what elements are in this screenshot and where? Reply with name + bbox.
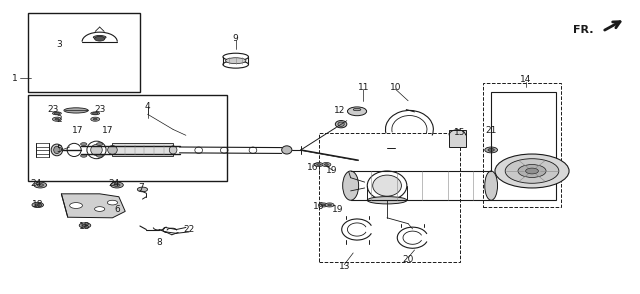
Circle shape: [314, 163, 323, 167]
Text: FR.: FR.: [573, 25, 593, 35]
Text: 1: 1: [12, 74, 18, 83]
Circle shape: [328, 204, 332, 206]
Text: 24: 24: [30, 179, 42, 188]
Bar: [113, 143, 173, 156]
Text: 17: 17: [102, 126, 114, 135]
Ellipse shape: [353, 108, 361, 111]
Ellipse shape: [91, 112, 100, 115]
Circle shape: [348, 107, 367, 116]
Circle shape: [325, 203, 334, 207]
Circle shape: [91, 117, 100, 121]
Text: 17: 17: [72, 126, 83, 135]
Circle shape: [34, 182, 47, 188]
Bar: [483, 83, 561, 207]
Ellipse shape: [225, 58, 246, 64]
Bar: [319, 133, 461, 262]
Ellipse shape: [484, 171, 497, 200]
Bar: [28, 95, 227, 181]
Circle shape: [93, 112, 98, 115]
Circle shape: [97, 154, 103, 157]
Text: 2: 2: [56, 115, 62, 124]
Text: 18: 18: [79, 222, 91, 231]
Ellipse shape: [372, 175, 401, 196]
Text: 23: 23: [94, 105, 106, 114]
Text: 16: 16: [313, 203, 324, 211]
Text: 16: 16: [307, 163, 318, 172]
Circle shape: [319, 203, 328, 207]
Circle shape: [83, 224, 88, 227]
Circle shape: [488, 148, 494, 151]
Circle shape: [54, 112, 60, 115]
Text: 23: 23: [47, 105, 59, 114]
Circle shape: [32, 202, 44, 208]
Text: 15: 15: [454, 128, 465, 138]
Ellipse shape: [52, 112, 61, 115]
Ellipse shape: [335, 121, 347, 128]
Circle shape: [97, 143, 103, 146]
Ellipse shape: [367, 197, 407, 204]
Circle shape: [317, 164, 321, 166]
Circle shape: [35, 204, 40, 206]
Ellipse shape: [93, 36, 106, 39]
Circle shape: [70, 203, 83, 208]
Circle shape: [37, 183, 44, 186]
Text: 11: 11: [358, 83, 369, 91]
Text: 24: 24: [109, 179, 120, 188]
Circle shape: [93, 118, 97, 120]
Circle shape: [52, 117, 61, 121]
Circle shape: [518, 165, 546, 178]
Bar: [491, 92, 556, 200]
Circle shape: [114, 183, 120, 186]
Circle shape: [322, 163, 331, 167]
Text: 14: 14: [520, 75, 531, 84]
Ellipse shape: [282, 146, 292, 154]
Circle shape: [55, 118, 59, 120]
Text: 9: 9: [233, 34, 239, 43]
Ellipse shape: [51, 144, 63, 156]
Circle shape: [95, 207, 105, 211]
Ellipse shape: [64, 108, 88, 113]
Circle shape: [108, 200, 118, 205]
Text: 22: 22: [184, 225, 195, 234]
Text: 10: 10: [390, 83, 401, 91]
Circle shape: [79, 223, 91, 228]
Text: 6: 6: [114, 206, 120, 214]
Ellipse shape: [338, 122, 344, 126]
Circle shape: [505, 159, 559, 183]
Circle shape: [321, 204, 325, 206]
Ellipse shape: [54, 146, 60, 153]
Circle shape: [81, 154, 87, 157]
Text: 5: 5: [56, 146, 62, 154]
Text: 4: 4: [145, 101, 150, 111]
Ellipse shape: [342, 171, 358, 200]
Text: 18: 18: [32, 201, 44, 209]
Polygon shape: [61, 194, 125, 218]
Text: 8: 8: [156, 238, 162, 247]
Circle shape: [525, 168, 538, 174]
Bar: [28, 13, 140, 92]
Text: 12: 12: [333, 106, 345, 115]
Text: 21: 21: [486, 126, 497, 135]
Text: 19: 19: [326, 166, 337, 176]
Text: 13: 13: [339, 262, 350, 271]
Ellipse shape: [91, 144, 102, 156]
Text: 19: 19: [332, 206, 344, 214]
Text: 20: 20: [403, 255, 414, 264]
Circle shape: [111, 182, 124, 188]
Polygon shape: [449, 130, 466, 147]
Circle shape: [95, 36, 105, 41]
Text: 7: 7: [138, 183, 144, 193]
Ellipse shape: [170, 146, 177, 154]
Circle shape: [324, 164, 328, 166]
Circle shape: [138, 187, 148, 192]
Circle shape: [484, 147, 497, 153]
Ellipse shape: [108, 146, 117, 154]
Circle shape: [495, 154, 569, 188]
Text: 3: 3: [56, 40, 62, 49]
Circle shape: [81, 143, 87, 146]
